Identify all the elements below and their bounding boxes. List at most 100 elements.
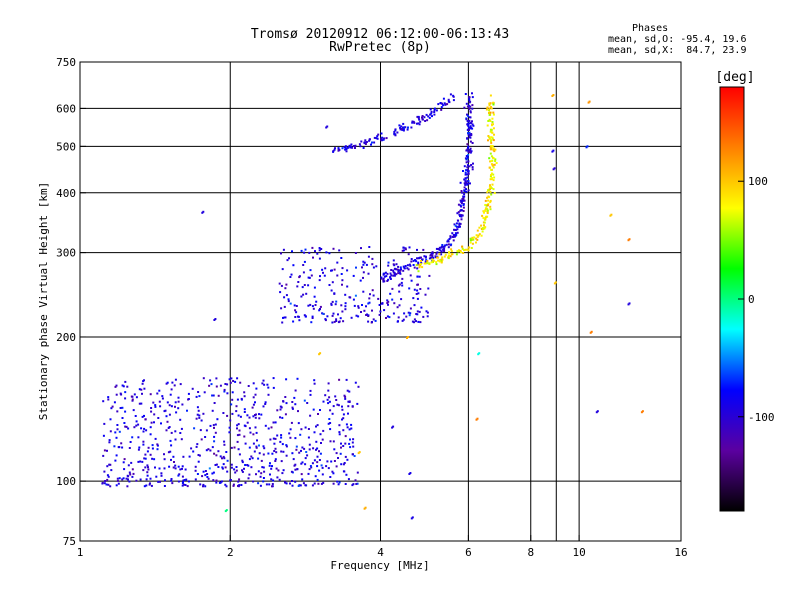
echo-point [333,148,336,151]
echo-point [298,451,301,454]
echo-point [466,137,469,140]
echo-point [165,429,168,432]
echo-point [345,473,348,476]
echo-point [340,273,343,275]
echo-point [336,403,339,406]
echo-point [213,402,216,404]
echo-point [286,259,289,262]
echo-point [262,453,265,456]
echo-point [187,392,190,395]
echo-point [261,466,264,469]
echo-point [252,480,255,483]
echo-point [402,122,405,125]
echo-point [181,467,183,470]
echo-point [408,287,411,290]
echo-point [398,290,401,293]
echo-point [175,411,178,414]
echo-point [430,261,433,264]
echo-point [280,460,283,463]
echo-point [228,426,231,429]
echo-point [120,442,123,445]
echo-point [382,273,385,276]
echo-point [254,426,257,429]
echo-point [255,431,258,434]
echo-point [301,461,304,464]
echo-point [230,377,233,380]
echo-point [416,267,419,270]
echo-point [144,466,147,469]
echo-point [430,110,433,113]
echo-point [178,473,181,476]
echo-point [468,119,471,122]
echo-point [440,250,443,253]
echo-point [314,475,317,478]
echo-point [409,307,412,310]
echo-point [341,283,343,286]
echo-points [101,92,644,520]
echo-point [271,465,273,468]
echo-point [476,238,479,241]
echo-point [487,135,490,137]
echo-point [346,458,349,461]
echo-point [212,471,215,474]
echo-point [272,377,275,380]
echo-point [430,112,433,115]
echo-point [291,406,294,409]
echo-point [471,236,474,239]
echo-point [350,316,353,319]
echo-point [301,478,304,481]
echo-point [413,318,416,321]
echo-point [467,153,470,156]
echo-point [289,436,292,439]
echo-point [321,438,324,441]
echo-point [159,405,162,408]
echo-point [339,317,342,320]
echo-point [492,147,495,150]
echo-point [244,481,247,484]
echo-point [204,470,207,472]
echo-point [208,467,211,470]
echo-point [362,147,365,149]
echo-point [291,484,294,487]
echo-point [130,461,133,464]
echo-point [122,461,125,464]
echo-point [103,449,106,452]
echo-point [272,437,275,440]
echo-point [309,303,312,306]
echo-point [207,477,210,480]
echo-point [309,389,312,392]
echo-point [468,126,470,129]
echo-point [274,460,277,462]
echo-point [291,480,293,482]
echo-point [341,418,343,421]
echo-point [468,131,471,134]
echo-point [226,392,229,395]
echo-point [240,397,243,400]
echo-point [319,452,322,455]
echo-point [150,421,153,424]
echo-point [143,414,145,417]
echo-point [463,165,466,168]
echo-point [466,183,469,186]
echo-point [213,440,216,443]
echo-point [484,204,487,206]
echo-point [376,137,379,140]
colorbar-label: [deg] [715,70,754,85]
echo-point [425,258,428,261]
echo-point [171,482,174,485]
echo-point [281,321,284,324]
echo-point [464,171,467,174]
echo-point [468,128,470,131]
echo-point [387,300,390,303]
echo-point [206,473,209,475]
echo-point [491,136,494,139]
echo-point [389,278,392,280]
echo-point [484,209,487,212]
echo-point [170,478,173,480]
echo-point [233,468,236,471]
echo-point [335,320,338,322]
echo-point [387,278,390,281]
echo-point [458,213,461,216]
echo-point [200,438,203,441]
echo-point [246,421,249,424]
